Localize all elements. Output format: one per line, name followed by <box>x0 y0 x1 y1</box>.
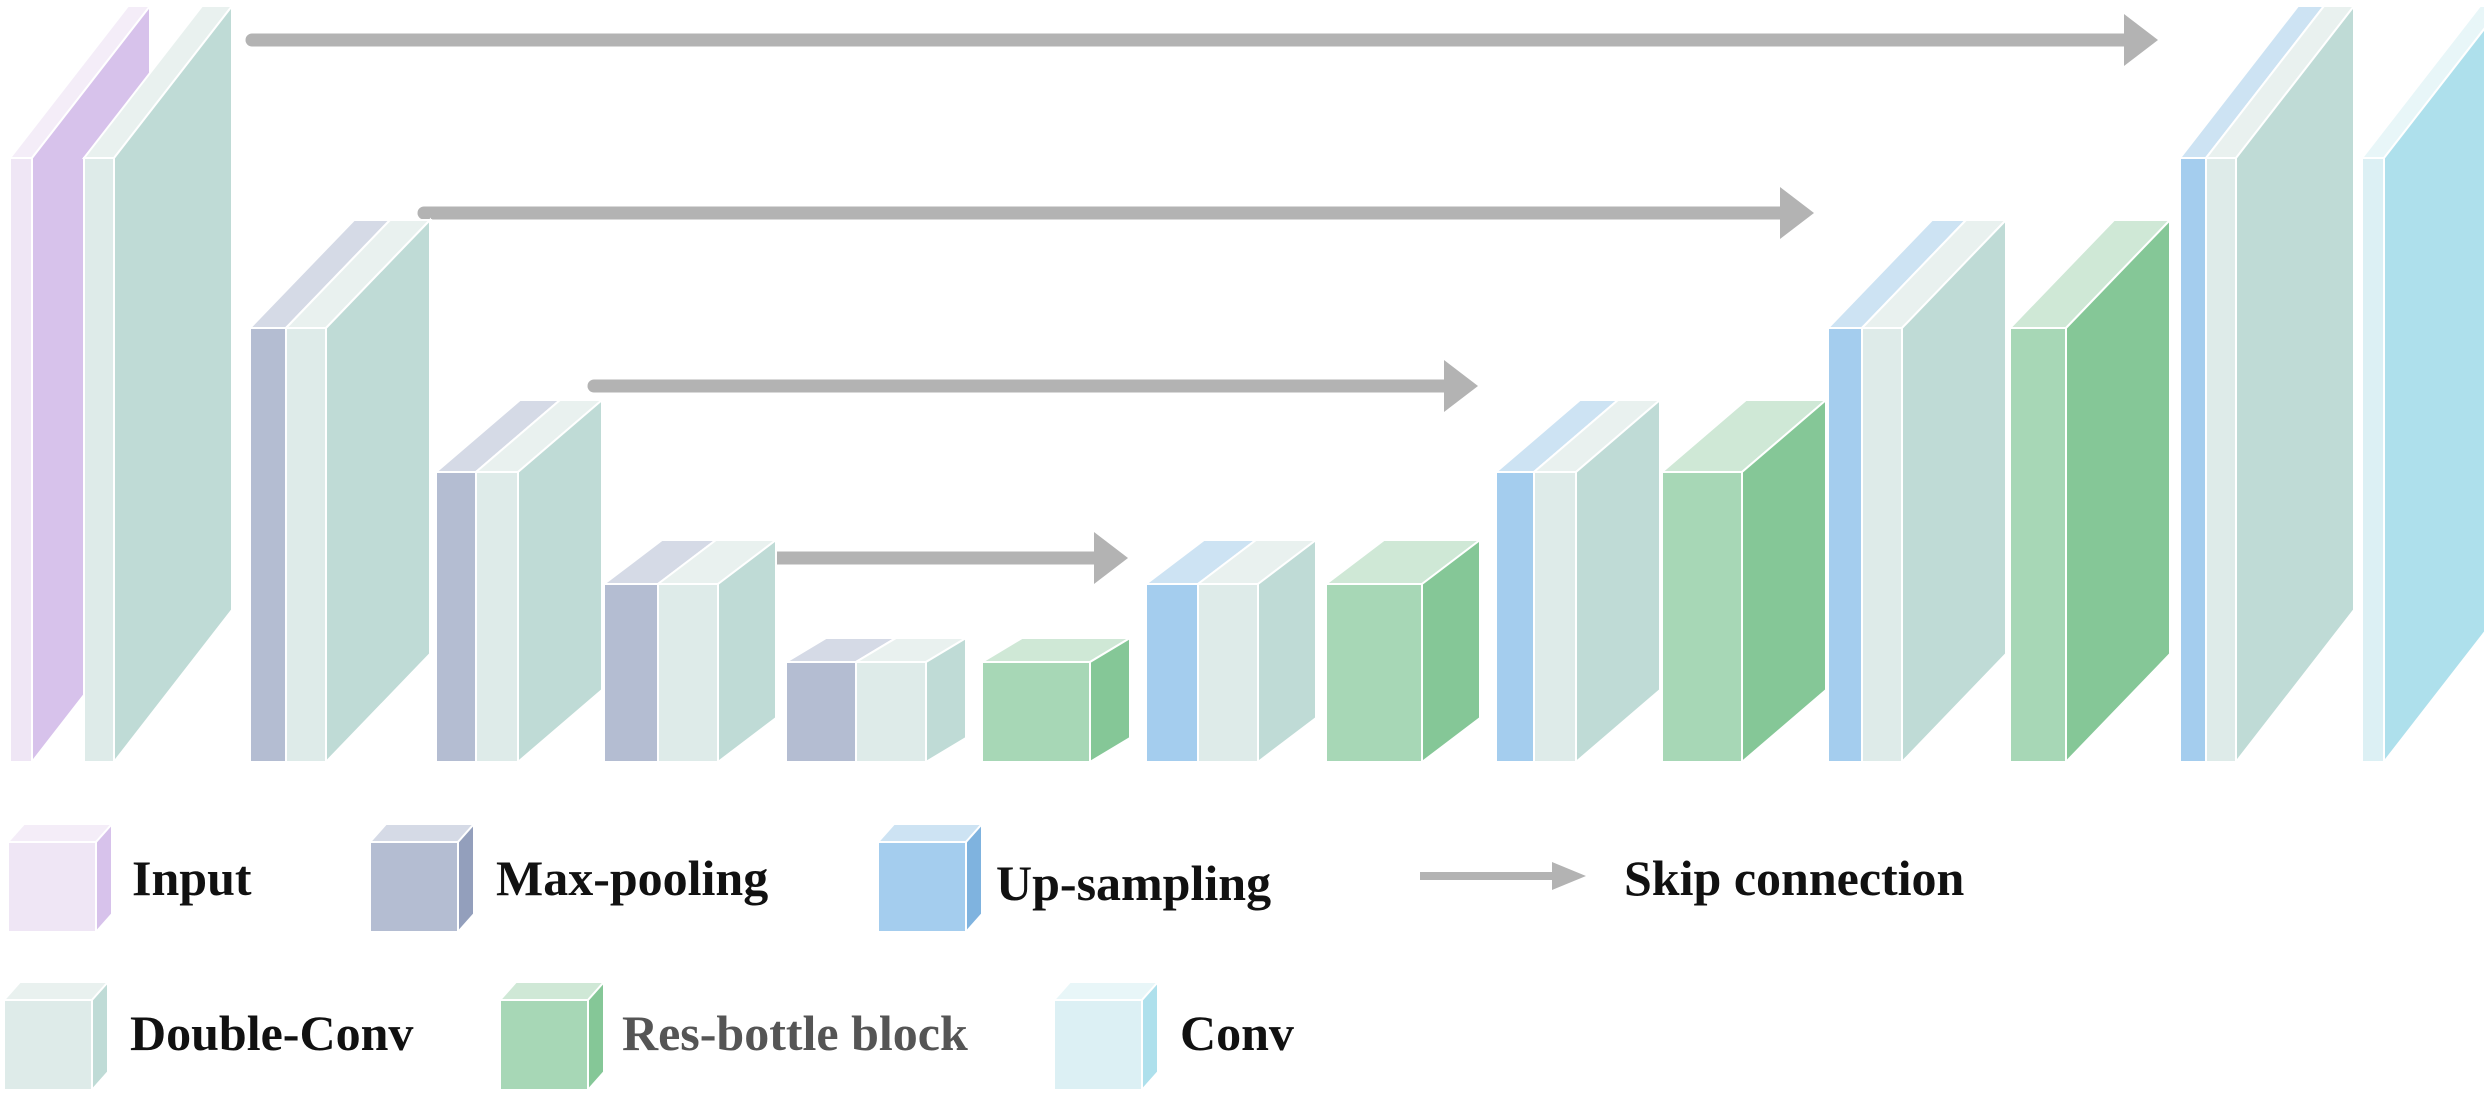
legend: Input Max-pooling Up-sampling Skip connecti… <box>1 821 1965 1093</box>
res-bottle-block-2-front-face <box>2009 327 2067 763</box>
maxpool-block-3-front-face <box>435 471 477 763</box>
legend-resbottle-cube-icon-side-face <box>587 979 605 1093</box>
legend-conv-cube-icon-side-face <box>1141 979 1159 1093</box>
skip-connections <box>245 14 2158 584</box>
res-bottle-block-3-front-face <box>1661 471 1743 763</box>
legend-conv-label: Conv <box>1180 1005 1294 1061</box>
res-bottle-block-2 <box>2007 217 2173 765</box>
double-conv-block-up-1 <box>2203 3 2357 765</box>
double-conv-block-1-front-face <box>83 157 115 763</box>
double-conv-block-3 <box>473 397 605 765</box>
double-conv-block-up-2 <box>1859 217 2009 765</box>
legend-input-cube-icon-front-face <box>7 841 97 933</box>
legend-input-cube-icon-top-face <box>5 823 115 843</box>
upsample-block-4-front-face <box>1145 583 1199 763</box>
legend-upsample-cube-icon-top-face <box>875 823 985 843</box>
double-conv-block-up-2-front-face <box>1861 327 1903 763</box>
res-bottle-block-4-front-face <box>1325 583 1423 763</box>
input-block-1-front-face <box>9 157 33 763</box>
double-conv-block-up-3 <box>1531 397 1663 765</box>
skip-arrow-level-2-head <box>1780 187 1814 239</box>
legend-conv-cube-icon <box>1051 979 1161 1093</box>
upsample-block-1-front-face <box>2179 157 2207 763</box>
double-conv-block-up-3-front-face <box>1533 471 1577 763</box>
skip-arrow-level-2 <box>417 187 1814 239</box>
double-conv-block-4-front-face <box>657 583 719 763</box>
double-conv-block-2-front-face <box>285 327 327 763</box>
legend-dconv-cube-icon <box>1 979 111 1093</box>
double-conv-block-4 <box>655 537 779 765</box>
legend-skip-arrow-icon <box>1420 862 1586 890</box>
legend-maxpool-cube-icon-top-face <box>367 823 477 843</box>
maxpool-block-4-front-face <box>603 583 659 763</box>
skip-arrow-level-4-head <box>1094 532 1128 584</box>
double-conv-block-5-front-face <box>855 661 927 763</box>
skip-arrow-level-1 <box>245 14 2158 66</box>
res-bottle-block-4 <box>1323 537 1483 765</box>
legend-upsample-cube-icon <box>875 821 985 935</box>
legend-maxpool-cube-icon-front-face <box>369 841 459 933</box>
skip-arrow-level-1-head <box>2124 14 2158 66</box>
upsample-block-3-front-face <box>1495 471 1535 763</box>
legend-dconv-cube-icon-top-face <box>1 981 111 1001</box>
legend-resbottle-cube-icon-top-face <box>497 981 607 1001</box>
upsample-block-2-front-face <box>1827 327 1863 763</box>
legend-input-label: Input <box>132 850 252 906</box>
legend-maxpool-cube-icon-side-face <box>457 821 475 935</box>
conv-output-block <box>2359 5 2484 765</box>
network-blocks <box>7 3 2484 765</box>
skip-arrow-level-3 <box>587 360 1478 412</box>
double-conv-block-1 <box>81 3 235 765</box>
legend-conv-cube-icon-front-face <box>1053 999 1143 1091</box>
legend-skip-arrow-head <box>1552 862 1586 890</box>
double-conv-block-5 <box>852 636 970 764</box>
legend-conv-cube-icon-top-face <box>1051 981 1161 1001</box>
legend-resbottle-label: Res-bottle block <box>622 1005 968 1061</box>
legend-upsample-cube-icon-front-face <box>877 841 967 933</box>
legend-upsample-label: Up-sampling <box>996 855 1271 911</box>
legend-skip-label: Skip connection <box>1624 850 1965 906</box>
legend-dconv-label: Double-Conv <box>130 1005 413 1061</box>
legend-input-cube-icon <box>5 821 115 935</box>
double-conv-block-3-front-face <box>475 471 519 763</box>
res-bottle-block-3 <box>1659 397 1829 765</box>
legend-upsample-cube-icon-side-face <box>965 821 983 935</box>
legend-dconv-cube-icon-side-face <box>91 979 109 1093</box>
maxpool-block-5-front-face <box>785 661 857 763</box>
double-conv-block-up-1-front-face <box>2205 157 2237 763</box>
double-conv-block-up-4-front-face <box>1197 583 1259 763</box>
res-bottle-block-5 <box>978 636 1134 764</box>
legend-resbottle-cube-icon-front-face <box>499 999 589 1091</box>
legend-input-cube-icon-side-face <box>95 821 113 935</box>
maxpool-block-2-front-face <box>249 327 287 763</box>
skip-arrow-level-4 <box>767 532 1128 584</box>
legend-resbottle-cube-icon <box>497 979 607 1093</box>
res-bottle-block-5-front-face <box>981 661 1091 763</box>
legend-dconv-cube-icon-front-face <box>3 999 93 1091</box>
legend-maxpool-label: Max-pooling <box>496 850 768 906</box>
conv-output-block-front-face <box>2361 157 2385 763</box>
double-conv-block-up-4 <box>1195 537 1319 765</box>
legend-maxpool-cube-icon <box>367 821 477 935</box>
skip-arrow-level-3-head <box>1444 360 1478 412</box>
double-conv-block-2 <box>283 217 433 765</box>
